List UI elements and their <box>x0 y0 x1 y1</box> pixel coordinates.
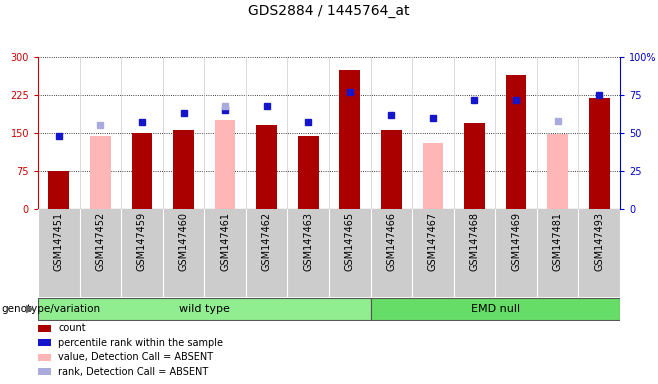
Text: GSM147467: GSM147467 <box>428 212 438 271</box>
Text: wild type: wild type <box>179 303 230 313</box>
Bar <box>370 298 620 320</box>
Text: GSM147459: GSM147459 <box>137 212 147 271</box>
Bar <box>38 325 51 332</box>
Text: rank, Detection Call = ABSENT: rank, Detection Call = ABSENT <box>59 367 209 377</box>
Bar <box>340 70 360 209</box>
Bar <box>381 131 402 209</box>
Text: EMD null: EMD null <box>470 303 520 313</box>
Text: GSM147452: GSM147452 <box>95 212 105 271</box>
Text: GSM147481: GSM147481 <box>553 212 563 271</box>
Bar <box>38 298 370 320</box>
Bar <box>256 126 277 209</box>
Text: GSM147465: GSM147465 <box>345 212 355 271</box>
Text: GSM147462: GSM147462 <box>262 212 272 271</box>
Text: ▶: ▶ <box>26 304 34 314</box>
Text: GDS2884 / 1445764_at: GDS2884 / 1445764_at <box>248 4 410 18</box>
Bar <box>506 75 526 209</box>
Text: GSM147469: GSM147469 <box>511 212 521 271</box>
Bar <box>215 120 236 209</box>
Bar <box>132 133 152 209</box>
Text: percentile rank within the sample: percentile rank within the sample <box>59 338 224 348</box>
Text: GSM147468: GSM147468 <box>470 212 480 271</box>
Bar <box>38 354 51 361</box>
Text: GSM147460: GSM147460 <box>178 212 188 271</box>
Bar <box>49 171 69 209</box>
Bar <box>298 136 318 209</box>
Text: GSM147461: GSM147461 <box>220 212 230 271</box>
Bar <box>547 134 568 209</box>
Bar <box>38 368 51 375</box>
Text: count: count <box>59 323 86 333</box>
Text: GSM147493: GSM147493 <box>594 212 604 271</box>
Bar <box>422 143 443 209</box>
Text: GSM147466: GSM147466 <box>386 212 396 271</box>
Text: genotype/variation: genotype/variation <box>1 304 101 314</box>
Text: GSM147451: GSM147451 <box>54 212 64 271</box>
Bar <box>464 123 485 209</box>
Text: value, Detection Call = ABSENT: value, Detection Call = ABSENT <box>59 352 214 362</box>
Bar <box>38 339 51 346</box>
Text: GSM147463: GSM147463 <box>303 212 313 271</box>
Bar <box>90 136 111 209</box>
Bar <box>589 98 609 209</box>
Bar <box>173 131 194 209</box>
